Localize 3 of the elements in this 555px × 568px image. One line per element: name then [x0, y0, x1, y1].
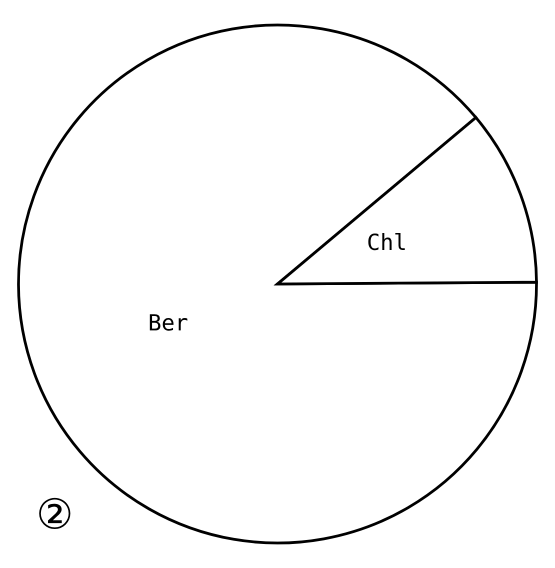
- slice-label: Chl: [368, 232, 405, 250]
- slice-label: Ber: [150, 314, 188, 331]
- text: ②: [39, 498, 70, 530]
